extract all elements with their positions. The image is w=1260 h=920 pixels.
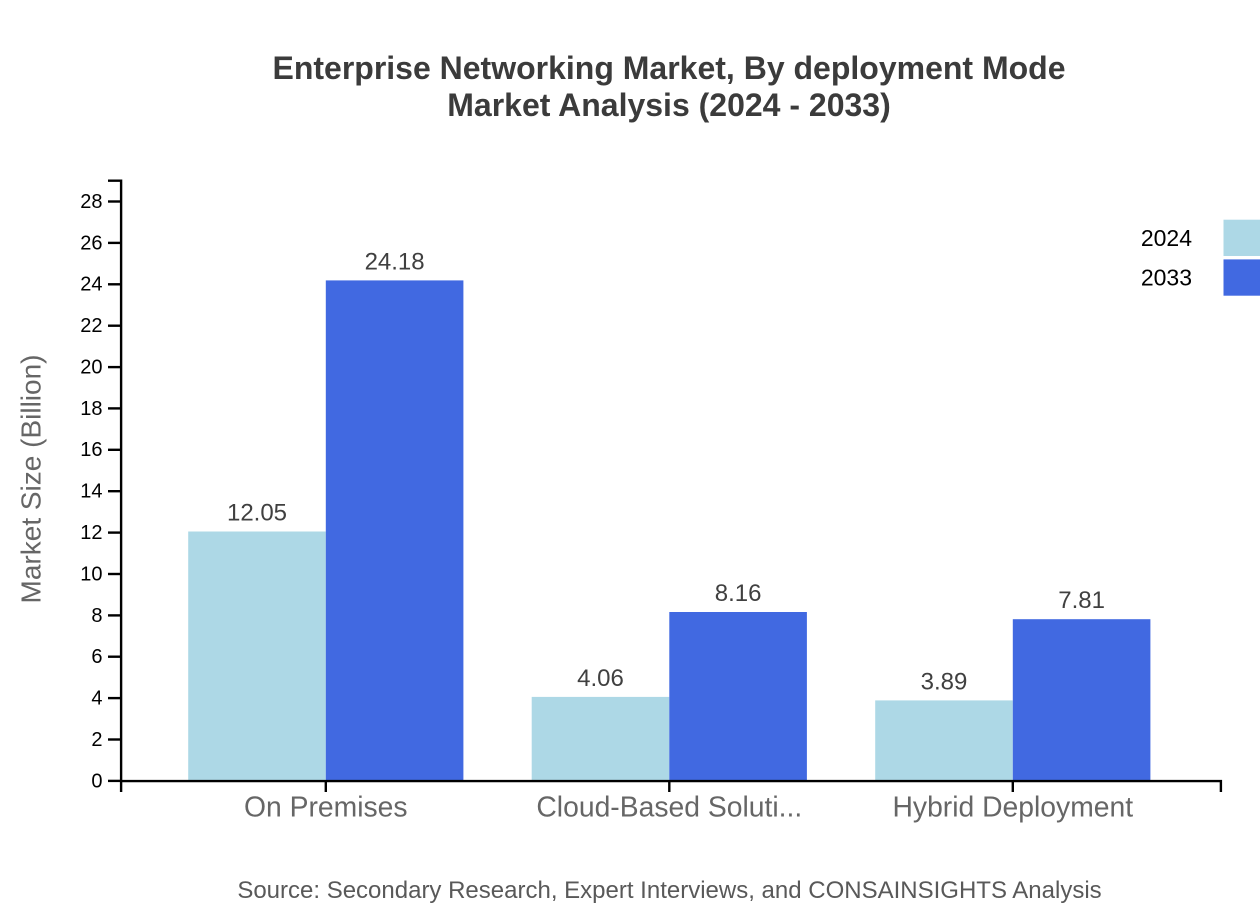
svg-text:12: 12 — [80, 522, 102, 544]
svg-text:2033: 2033 — [1141, 264, 1192, 290]
svg-text:8.16: 8.16 — [715, 580, 762, 607]
svg-text:3.89: 3.89 — [921, 668, 968, 695]
svg-text:18: 18 — [80, 398, 102, 420]
svg-text:12.05: 12.05 — [227, 500, 287, 527]
svg-text:4.06: 4.06 — [577, 665, 624, 692]
svg-text:On Premises: On Premises — [244, 791, 408, 823]
svg-text:Source: Secondary Research, Ex: Source: Secondary Research, Expert Inter… — [237, 877, 1101, 904]
svg-text:Market Analysis (2024 - 2033): Market Analysis (2024 - 2033) — [447, 87, 891, 123]
svg-text:16: 16 — [80, 439, 102, 461]
svg-text:6: 6 — [91, 646, 102, 668]
svg-text:Enterprise Networking Market,: Enterprise Networking Market, By deploym… — [272, 50, 1065, 86]
svg-text:2: 2 — [91, 729, 102, 751]
svg-text:14: 14 — [80, 481, 102, 503]
svg-text:22: 22 — [80, 315, 102, 337]
svg-text:Hybrid Deployment: Hybrid Deployment — [892, 791, 1133, 823]
svg-text:20: 20 — [80, 357, 102, 379]
svg-text:24: 24 — [80, 274, 102, 296]
svg-text:0: 0 — [91, 770, 102, 792]
svg-text:Market Size (Billion): Market Size (Billion) — [16, 355, 47, 604]
svg-text:Cloud-Based Soluti...: Cloud-Based Soluti... — [536, 791, 802, 823]
svg-text:10: 10 — [80, 563, 102, 585]
svg-text:4: 4 — [91, 688, 102, 710]
svg-text:26: 26 — [80, 232, 102, 254]
svg-text:8: 8 — [91, 605, 102, 627]
svg-text:28: 28 — [80, 191, 102, 213]
svg-text:7.81: 7.81 — [1058, 587, 1105, 614]
svg-text:24.18: 24.18 — [365, 248, 425, 275]
svg-text:2024: 2024 — [1141, 225, 1192, 251]
